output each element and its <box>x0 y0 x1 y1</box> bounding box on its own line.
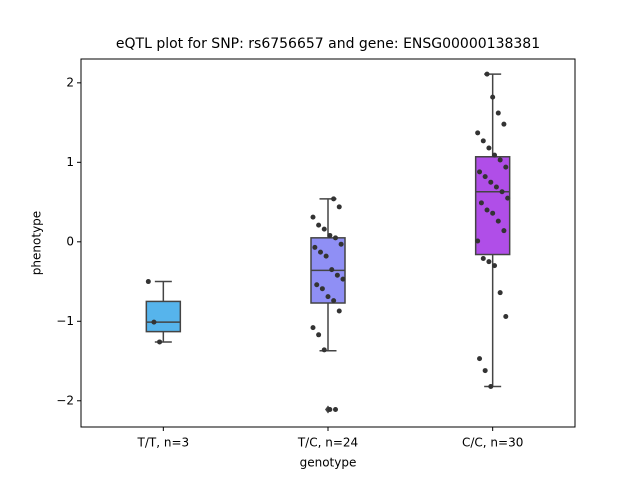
point <box>321 226 327 232</box>
point <box>477 356 483 362</box>
point <box>331 298 337 304</box>
point <box>490 94 496 100</box>
point <box>333 407 338 413</box>
point <box>482 174 488 180</box>
point <box>327 407 333 413</box>
point <box>318 249 323 255</box>
y-tick-label: −1 <box>56 314 74 328</box>
y-tick-label: 1 <box>66 155 74 169</box>
chart-title: eQTL plot for SNP: rs6756657 and gene: E… <box>116 36 540 52</box>
point <box>484 207 490 213</box>
y-axis-label: phenotype <box>30 211 44 275</box>
y-tick-label: −2 <box>56 393 74 407</box>
point <box>331 196 337 202</box>
point <box>478 200 484 206</box>
point <box>314 282 320 288</box>
point <box>490 210 496 216</box>
point <box>325 294 331 300</box>
point <box>497 290 503 296</box>
x-tick-label: C/C, n=30 <box>462 436 523 450</box>
point <box>316 222 322 228</box>
point <box>503 314 509 320</box>
point <box>480 255 486 261</box>
point <box>323 253 329 259</box>
point <box>321 347 327 353</box>
point <box>495 110 501 116</box>
point <box>312 244 318 250</box>
point <box>492 152 498 158</box>
point <box>505 195 511 201</box>
point <box>480 138 486 144</box>
point <box>503 164 509 170</box>
point <box>316 332 322 338</box>
y-tick-label: 0 <box>66 234 74 248</box>
point <box>501 228 507 234</box>
point <box>477 169 483 175</box>
point <box>338 241 344 247</box>
point <box>484 71 490 77</box>
point <box>319 286 325 292</box>
point <box>486 145 492 151</box>
point <box>482 368 488 374</box>
point <box>492 263 498 269</box>
point <box>336 308 342 314</box>
point <box>486 259 492 265</box>
point <box>145 279 151 285</box>
point <box>329 267 335 273</box>
point <box>475 238 481 244</box>
x-tick-label: T/T, n=3 <box>137 436 190 450</box>
point <box>310 214 316 220</box>
x-axis-label: genotype <box>300 456 357 470</box>
point <box>495 218 501 224</box>
point <box>151 319 157 325</box>
point <box>157 339 163 345</box>
point <box>336 204 342 210</box>
point <box>497 157 503 163</box>
point <box>327 232 333 238</box>
point <box>488 383 494 389</box>
point <box>475 130 481 136</box>
point <box>488 179 494 185</box>
point <box>310 325 316 331</box>
x-tick-label: T/C, n=24 <box>297 436 358 450</box>
point <box>501 121 507 127</box>
point <box>493 184 499 190</box>
point <box>499 189 505 195</box>
y-tick-label: 2 <box>66 75 74 89</box>
point <box>340 276 346 282</box>
box <box>145 300 182 333</box>
point <box>334 272 340 278</box>
point <box>333 235 338 241</box>
